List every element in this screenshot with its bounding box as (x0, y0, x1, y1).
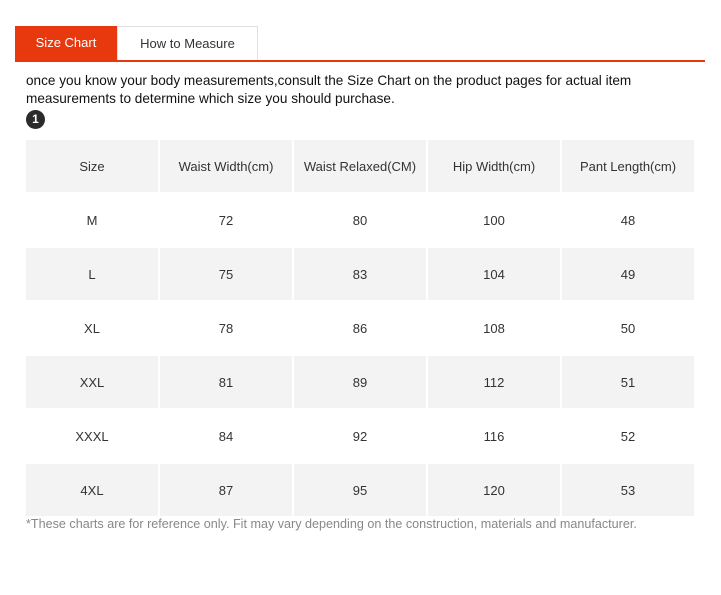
table-cell: 50 (562, 302, 694, 354)
table-cell: 80 (294, 194, 426, 246)
table-row: L 75 83 104 49 (26, 248, 694, 300)
header-waist-width: Waist Width(cm) (160, 140, 292, 192)
table-cell: 81 (160, 356, 292, 408)
table-row: XXL 81 89 112 51 (26, 356, 694, 408)
table-cell: 86 (294, 302, 426, 354)
table-row: XXXL 84 92 116 52 (26, 410, 694, 462)
table-cell: 100 (428, 194, 560, 246)
table-header-row: Size Waist Width(cm) Waist Relaxed(CM) H… (26, 140, 694, 192)
table-cell: 4XL (26, 464, 158, 516)
table-cell: 95 (294, 464, 426, 516)
table-cell: 104 (428, 248, 560, 300)
table-cell: 84 (160, 410, 292, 462)
tab-bar: Size Chart How to Measure (15, 26, 705, 62)
table-cell: 83 (294, 248, 426, 300)
header-pant-length: Pant Length(cm) (562, 140, 694, 192)
table-cell: 89 (294, 356, 426, 408)
header-size: Size (26, 140, 158, 192)
tab-size-chart[interactable]: Size Chart (15, 26, 117, 60)
table-cell: 48 (562, 194, 694, 246)
table-cell: 120 (428, 464, 560, 516)
table-row: 4XL 87 95 120 53 (26, 464, 694, 516)
table-cell: 72 (160, 194, 292, 246)
table-cell: XXXL (26, 410, 158, 462)
table-cell: 75 (160, 248, 292, 300)
table-row: M 72 80 100 48 (26, 194, 694, 246)
intro-text: once you know your body measurements,con… (26, 73, 632, 106)
table-cell: 78 (160, 302, 292, 354)
table-cell: 87 (160, 464, 292, 516)
header-waist-relaxed: Waist Relaxed(CM) (294, 140, 426, 192)
table-row: XL 78 86 108 50 (26, 302, 694, 354)
table-cell: L (26, 248, 158, 300)
table-cell: 116 (428, 410, 560, 462)
table-cell: 49 (562, 248, 694, 300)
table-cell: XXL (26, 356, 158, 408)
table-cell: M (26, 194, 158, 246)
step-number-badge: 1 (26, 110, 45, 129)
table-cell: XL (26, 302, 158, 354)
disclaimer-note: *These charts are for reference only. Fi… (26, 517, 637, 531)
size-chart-table: Size Waist Width(cm) Waist Relaxed(CM) H… (24, 138, 696, 518)
table-cell: 108 (428, 302, 560, 354)
table-cell: 112 (428, 356, 560, 408)
table-cell: 53 (562, 464, 694, 516)
table-cell: 52 (562, 410, 694, 462)
header-hip-width: Hip Width(cm) (428, 140, 560, 192)
table-cell: 51 (562, 356, 694, 408)
table-cell: 92 (294, 410, 426, 462)
tab-how-to-measure[interactable]: How to Measure (117, 26, 258, 60)
